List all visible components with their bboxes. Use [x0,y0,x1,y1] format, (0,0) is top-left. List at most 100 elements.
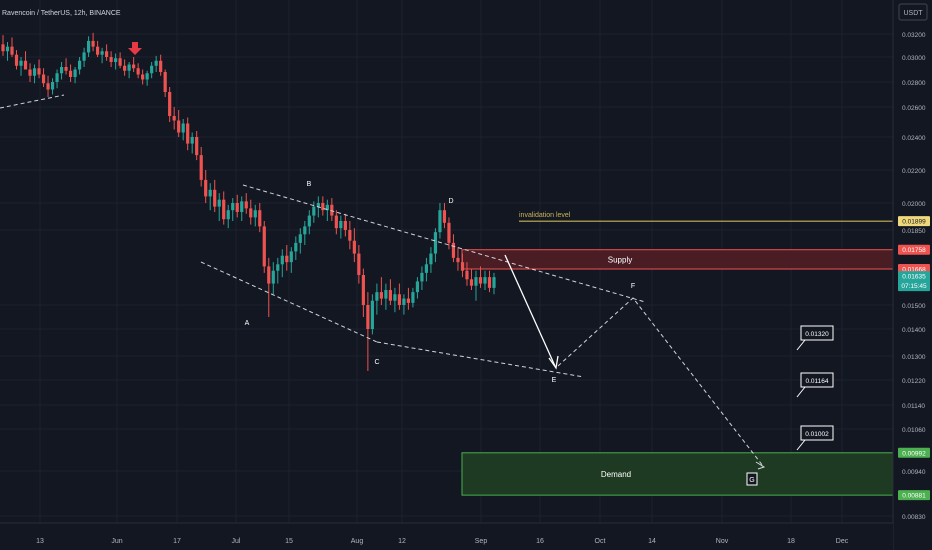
price-axis-tick: 0.00830 [902,514,926,521]
candle-body [289,251,293,263]
candle-body [118,58,122,66]
candle-body [5,46,10,52]
candle-body [213,189,217,207]
candle-body [348,230,352,241]
candle-body [267,266,271,284]
time-axis-panel [0,523,893,550]
candle-body [82,52,86,61]
candle-body [204,179,208,197]
price-axis-tick: 0.01060 [902,427,926,434]
candle-body [244,201,248,209]
candle-body [91,40,95,47]
wave-label-box [746,472,758,486]
price-axis-tick: 0.01140 [902,403,925,410]
demand-zone [461,452,894,496]
candle-body [190,137,194,144]
projection-dashed [557,297,764,467]
candle-body [32,68,37,76]
currency-button-label: USDT [903,10,923,17]
candle-body [136,68,140,75]
candle-body [294,242,298,252]
candle-body [334,215,338,229]
wave-label-c: C [374,359,379,366]
candle-body [384,290,388,299]
candle-body [240,201,244,212]
price-label-invalidation [898,216,930,227]
price-axis-tick: 0.01220 [902,378,926,385]
candle-body [487,277,492,288]
candle-body [114,58,118,62]
time-axis-tick: Aug [351,538,364,545]
wave-label-g: G [749,477,754,484]
candle-body [55,73,59,82]
candle-body [460,262,465,271]
time-axis-tick: 17 [173,538,181,545]
candle-body [262,226,266,267]
candle-body [366,305,370,329]
wave-label-b: B [307,181,312,188]
candle-body [330,204,334,216]
lower-trendline [200,261,378,343]
candle-body [41,74,46,84]
candle-body [379,292,383,299]
candle-body [303,226,307,235]
candle-body [388,290,392,301]
price-label-text: 0.00992 [902,450,926,457]
candle-body [86,40,91,53]
projection-dashed-arrowhead [755,461,766,470]
candle-body [23,60,28,70]
price-axis-tick: 0.02800 [902,80,926,87]
candle-body [280,255,284,265]
time-axis-tick: 15 [285,538,293,545]
trendline-early [0,94,65,109]
candle-body [141,74,145,80]
price-axis-tick: 0.01850 [902,228,926,235]
candle-body [77,60,82,70]
candle-body [253,210,257,218]
candle-body [397,294,402,305]
candle-body [222,199,226,220]
time-axis-tick: Dec [836,538,849,545]
candle-body [429,253,433,265]
candle-body [109,57,113,62]
candle-body [312,206,316,216]
price-axis-tick: 0.00940 [902,469,926,476]
candle-body [68,70,73,77]
target-callout-label: 0.01320 [805,331,829,338]
price-axis-tick: 0.03000 [902,55,926,62]
time-axis-tick: 12 [398,538,406,545]
time-axis-tick: Sep [475,538,488,545]
demand-label: Demand [601,470,631,479]
price-axis-tick: 0.01400 [902,327,926,334]
target-callout-pointer [796,439,806,451]
candle-body [375,292,379,301]
currency-button[interactable] [898,3,928,21]
candle-body [95,46,100,55]
time-axis-tick: Oct [595,538,606,545]
candle-body [37,68,41,75]
candle-body [451,242,456,258]
candle-body [127,64,131,71]
target-callout-pointer [796,386,806,398]
candle-body [19,60,23,66]
candle-body [59,67,64,74]
candle-body [159,60,163,72]
candle-body [343,221,347,230]
candle-body [402,298,406,305]
down-arrow-icon [128,42,142,55]
candle-body [100,51,104,55]
symbol-title: Ravencoin / TetherUS, 12h, BINANCE [2,10,121,17]
wave-label-a: A [245,320,250,327]
candle-body [50,82,55,90]
candle-body [492,277,496,288]
candle-body [325,204,329,211]
candle-body [357,253,361,275]
target-callout-box [800,425,834,441]
candle-body [172,116,176,121]
candle-body [361,275,365,305]
candle-body [469,279,474,286]
candle-body [199,155,203,180]
time-axis-tick: Jul [232,538,241,545]
